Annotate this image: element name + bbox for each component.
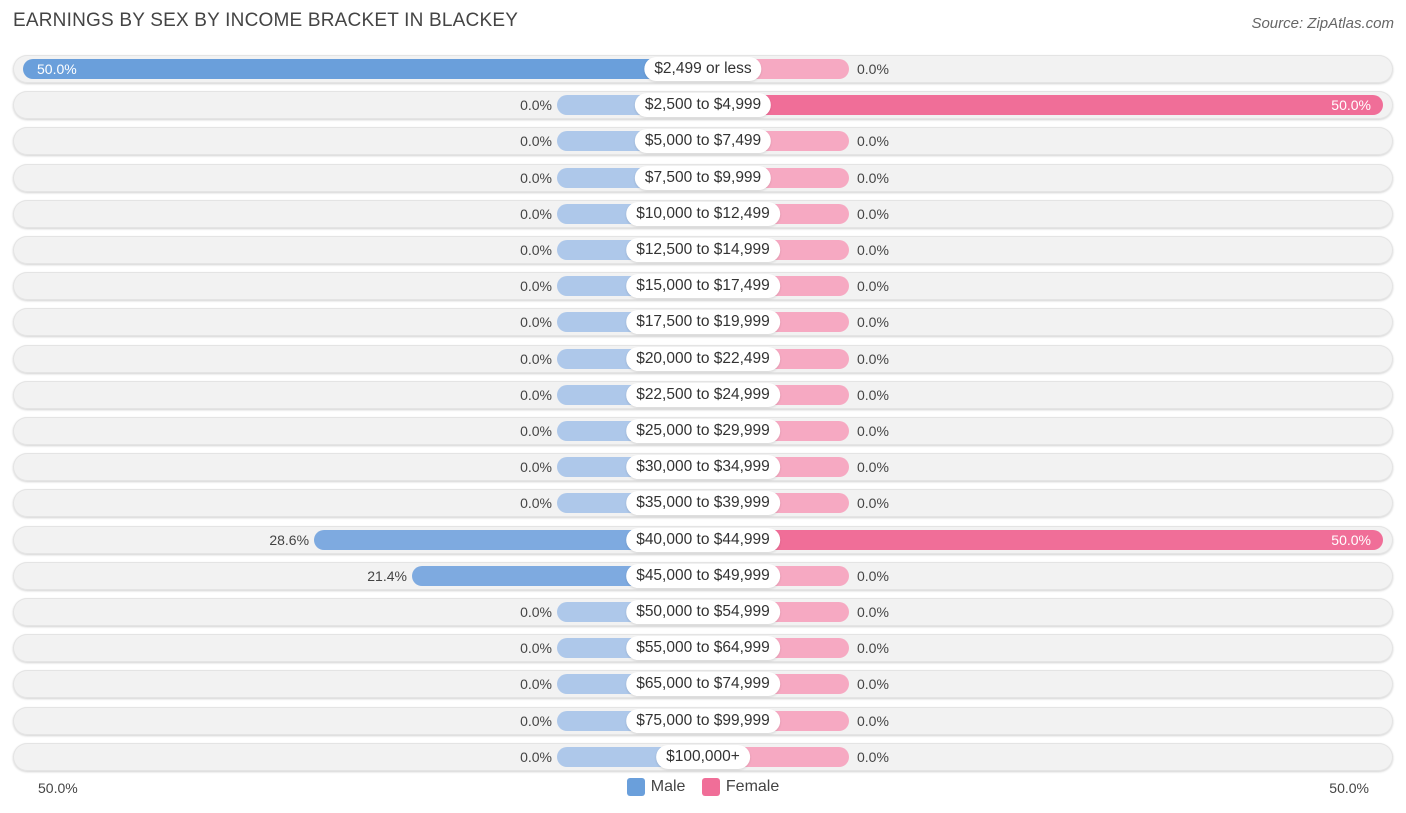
value-label-male: 21.4% (367, 567, 407, 584)
bar-male[interactable] (23, 59, 703, 79)
category-label: $45,000 to $49,999 (626, 563, 780, 588)
category-label: $40,000 to $44,999 (626, 527, 780, 552)
value-label-male: 0.0% (520, 386, 552, 403)
category-label: $10,000 to $12,499 (626, 201, 780, 226)
value-label-female: 0.0% (857, 712, 889, 729)
category-label: $20,000 to $22,499 (626, 346, 780, 371)
value-label-female: 0.0% (857, 495, 889, 512)
category-label: $15,000 to $17,499 (626, 274, 780, 299)
legend-item-female[interactable]: Female (701, 778, 780, 796)
category-label: $2,500 to $4,999 (634, 93, 772, 118)
value-label-female: 0.0% (857, 242, 889, 258)
value-label-female: 0.0% (857, 61, 889, 77)
value-label-male: 0.0% (520, 314, 552, 331)
legend-label-female: Female (725, 778, 780, 795)
source-note: Source: ZipAtlas.com (1251, 15, 1394, 32)
value-label-female: 0.0% (857, 604, 889, 620)
category-label: $100,000+ (656, 744, 750, 769)
value-label-male: 0.0% (520, 604, 552, 620)
category-label: $5,000 to $7,499 (634, 129, 772, 154)
category-label: $35,000 to $39,999 (626, 491, 780, 516)
value-label-male: 0.0% (520, 676, 552, 693)
value-label-male: 0.0% (520, 205, 552, 222)
category-label: $2,499 or less (644, 57, 762, 81)
value-label-male: 28.6% (269, 531, 310, 548)
chart-title: EARNINGS BY SEX BY INCOME BRACKET IN BLA… (13, 10, 519, 31)
value-label-female: 0.0% (857, 350, 889, 367)
bar-female[interactable] (703, 95, 1383, 116)
value-label-male: 0.0% (520, 278, 552, 295)
value-label-female: 0.0% (857, 567, 889, 584)
value-label-female: 0.0% (857, 205, 889, 222)
axis-left-label: 50.0% (38, 780, 78, 796)
value-label-male: 0.0% (520, 169, 552, 186)
value-label-male: 0.0% (520, 350, 552, 367)
category-label: $25,000 to $29,999 (626, 419, 780, 443)
value-label-male: 0.0% (520, 133, 552, 150)
value-label-female: 0.0% (857, 459, 889, 476)
value-label-female: 0.0% (857, 676, 889, 693)
legend: Male Female (0, 778, 1406, 801)
value-label-male: 0.0% (520, 459, 552, 476)
value-label-male: 0.0% (520, 97, 552, 114)
value-label-female: 50.0% (1331, 97, 1371, 114)
category-label: $75,000 to $99,999 (626, 708, 780, 733)
category-label: $22,500 to $24,999 (626, 382, 780, 407)
value-label-female: 0.0% (857, 386, 889, 403)
category-label: $55,000 to $64,999 (626, 636, 780, 661)
value-label-male: 0.0% (520, 495, 552, 512)
category-label: $17,500 to $19,999 (626, 310, 780, 335)
legend-item-male[interactable]: Male (626, 778, 686, 796)
value-label-male: 0.0% (520, 712, 552, 729)
category-label: $30,000 to $34,999 (626, 455, 780, 480)
value-label-male: 50.0% (37, 61, 77, 77)
legend-label-male: Male (650, 778, 686, 795)
value-label-female: 0.0% (857, 314, 889, 331)
category-label: $50,000 to $54,999 (626, 600, 780, 624)
value-label-female: 0.0% (857, 640, 889, 657)
value-label-female: 0.0% (857, 278, 889, 295)
value-label-male: 0.0% (520, 748, 552, 765)
value-label-female: 0.0% (857, 169, 889, 186)
value-label-male: 0.0% (520, 640, 552, 657)
category-label: $65,000 to $74,999 (626, 672, 780, 697)
value-label-female: 50.0% (1331, 531, 1371, 548)
bar-male[interactable] (314, 529, 703, 550)
category-label: $12,500 to $14,999 (626, 238, 780, 262)
category-label: $7,500 to $9,999 (634, 165, 772, 190)
value-label-male: 0.0% (520, 242, 552, 258)
legend-swatch-female (701, 778, 720, 796)
value-label-female: 0.0% (857, 423, 889, 439)
axis-right-label: 50.0% (1329, 780, 1369, 796)
legend-swatch-male (626, 778, 645, 796)
value-label-female: 0.0% (857, 133, 889, 150)
bar-female[interactable] (703, 529, 1383, 550)
value-label-male: 0.0% (520, 423, 552, 439)
value-label-female: 0.0% (857, 748, 889, 765)
